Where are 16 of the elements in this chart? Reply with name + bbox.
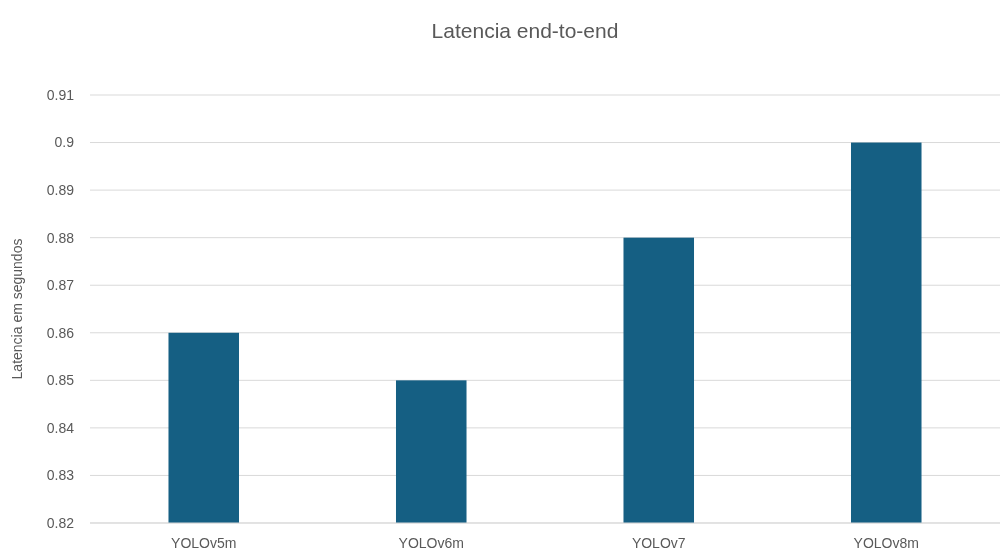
- y-tick-label: 0.83: [46, 467, 75, 484]
- y-tick-label: 0.84: [46, 419, 75, 436]
- y-tick-label: 0.85: [46, 372, 75, 389]
- y-tick-label: 0.89: [46, 182, 75, 199]
- y-tick-label: 0.91: [46, 86, 75, 103]
- y-tick-label: 0.88: [46, 229, 75, 246]
- x-tick-label: YOLOv5m: [171, 535, 237, 551]
- x-tick-label: YOLOv7: [631, 535, 686, 551]
- y-tick-label: 0.86: [46, 324, 75, 341]
- y-tick-label: 0.9: [54, 134, 75, 151]
- x-tick-label: YOLOv8m: [853, 535, 919, 551]
- y-tick-label: 0.87: [46, 277, 75, 294]
- chart-title: Latencia end-to-end: [431, 19, 619, 42]
- y-axis-title: Latencia em segundos: [9, 238, 25, 380]
- x-tick-label: YOLOv6m: [398, 535, 464, 551]
- y-tick-label: 0.82: [46, 514, 75, 531]
